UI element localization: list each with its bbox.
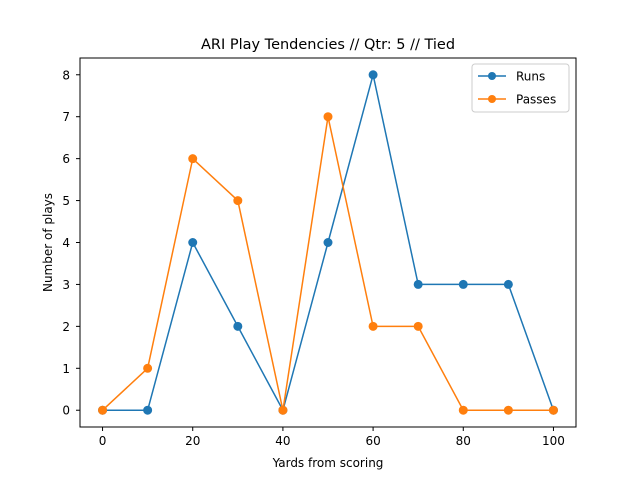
data-point-passes: [98, 405, 108, 415]
data-point-runs: [233, 321, 243, 331]
series-layer: [98, 70, 558, 415]
legend-label-passes: Passes: [516, 93, 556, 107]
legend: Runs Passes: [471, 63, 570, 113]
y-tick-label: 2: [62, 320, 70, 334]
data-point-passes: [458, 405, 468, 415]
data-point-passes: [233, 196, 243, 206]
x-tick-label: 20: [185, 434, 200, 448]
y-tick-label: 3: [62, 278, 70, 292]
y-tick-label: 0: [62, 404, 70, 418]
legend-marker-passes: [488, 95, 496, 103]
x-tick-label: 0: [99, 434, 107, 448]
data-point-passes: [368, 321, 378, 331]
x-axis-label: Yards from scoring: [272, 456, 384, 470]
y-tick-label: 1: [62, 362, 70, 376]
y-axis-ticks: 0 1 2 3 4 5 6 7 8: [62, 68, 80, 418]
y-tick-label: 5: [62, 194, 70, 208]
data-point-runs: [368, 70, 378, 80]
plot-area-frame: [79, 57, 577, 428]
data-point-runs: [503, 279, 513, 289]
y-tick-label: 6: [62, 152, 70, 166]
data-point-runs: [323, 238, 333, 247]
legend-marker-runs: [488, 72, 496, 80]
data-point-runs: [413, 279, 423, 289]
legend-label-runs: Runs: [516, 70, 545, 84]
y-tick-label: 8: [62, 68, 70, 82]
x-tick-label: 40: [275, 434, 290, 448]
data-point-runs: [458, 279, 468, 289]
data-point-runs: [143, 405, 153, 415]
data-point-passes: [278, 405, 288, 415]
y-tick-label: 7: [62, 110, 70, 124]
y-axis-label: Number of plays: [41, 193, 55, 292]
data-point-passes: [143, 363, 153, 373]
data-point-runs: [188, 238, 198, 247]
data-point-passes: [188, 154, 198, 164]
data-point-passes: [413, 321, 423, 331]
data-point-passes: [323, 112, 333, 122]
y-tick-label: 4: [62, 236, 70, 250]
x-axis-ticks: 0 20 40 60 80 100: [99, 427, 565, 448]
data-point-passes: [548, 405, 558, 415]
chart-title: ARI Play Tendencies // Qtr: 5 // Tied: [201, 37, 455, 53]
data-point-passes: [503, 405, 513, 415]
x-tick-label: 80: [456, 434, 471, 448]
x-tick-label: 60: [365, 434, 380, 448]
x-tick-label: 100: [542, 434, 565, 448]
